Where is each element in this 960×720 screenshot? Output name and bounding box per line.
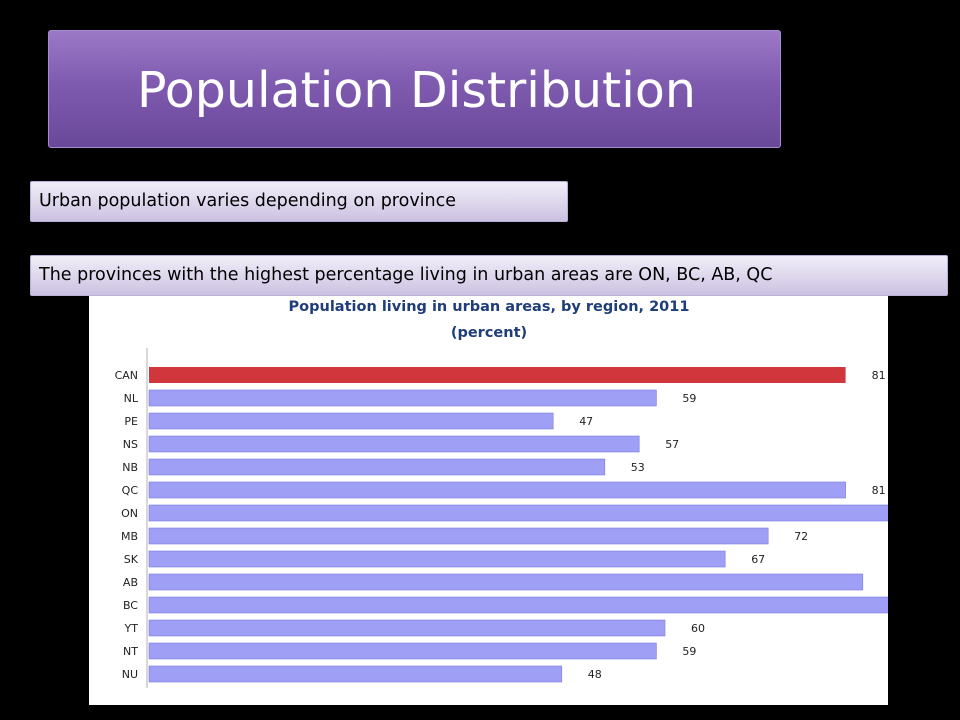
bar-qc — [148, 481, 846, 499]
bars-group: CAN81NL59PE47NS57NB53QC81ON86MB72SK67AB8… — [115, 367, 888, 683]
bar-ab — [148, 573, 864, 591]
category-label-qc: QC — [122, 484, 139, 497]
category-label-bc: BC — [123, 599, 138, 612]
title-banner: Population Distribution — [48, 30, 781, 148]
category-label-nl: NL — [124, 392, 139, 405]
bar-nb — [148, 458, 606, 476]
chart-subtitle: (percent) — [451, 325, 527, 341]
bullet-urban-variation: Urban population varies depending on pro… — [30, 181, 568, 222]
category-label-sk: SK — [124, 553, 139, 566]
bullet-highest-provinces: The provinces with the highest percentag… — [30, 255, 948, 296]
category-label-nb: NB — [122, 461, 138, 474]
value-label-nl: 59 — [682, 392, 696, 405]
category-label-on: ON — [121, 507, 138, 520]
bar-can — [149, 367, 846, 383]
value-label-mb: 72 — [794, 530, 808, 543]
value-label-nb: 53 — [631, 461, 645, 474]
category-label-pe: PE — [124, 415, 138, 428]
bar-bc — [148, 596, 888, 614]
value-label-can: 81 — [872, 369, 886, 382]
value-label-pe: 47 — [579, 415, 593, 428]
bar-ns — [148, 435, 640, 453]
bar-on — [148, 504, 888, 522]
category-label-nt: NT — [123, 645, 138, 658]
category-label-ns: NS — [123, 438, 138, 451]
bar-nu — [148, 665, 563, 683]
value-label-nu: 48 — [588, 668, 602, 681]
value-label-qc: 81 — [872, 484, 886, 497]
category-label-can: CAN — [115, 369, 138, 382]
category-label-mb: MB — [121, 530, 138, 543]
bar-yt — [148, 619, 666, 637]
page-title: Population Distribution — [137, 62, 696, 119]
value-label-ns: 57 — [665, 438, 679, 451]
value-label-yt: 60 — [691, 622, 705, 635]
category-label-yt: YT — [124, 622, 139, 635]
bar-sk — [148, 550, 726, 568]
value-label-sk: 67 — [751, 553, 765, 566]
category-label-ab: AB — [123, 576, 138, 589]
bar-mb — [148, 527, 769, 545]
chart-title: Population living in urban areas, by reg… — [289, 299, 690, 315]
bar-pe — [148, 412, 554, 430]
category-label-nu: NU — [122, 668, 138, 681]
bar-nt — [148, 642, 657, 660]
urban-population-chart: Population living in urban areas, by reg… — [115, 299, 888, 688]
chart-panel: Population living in urban areas, by reg… — [89, 296, 888, 705]
bar-nl — [148, 389, 657, 407]
value-label-nt: 59 — [682, 645, 696, 658]
